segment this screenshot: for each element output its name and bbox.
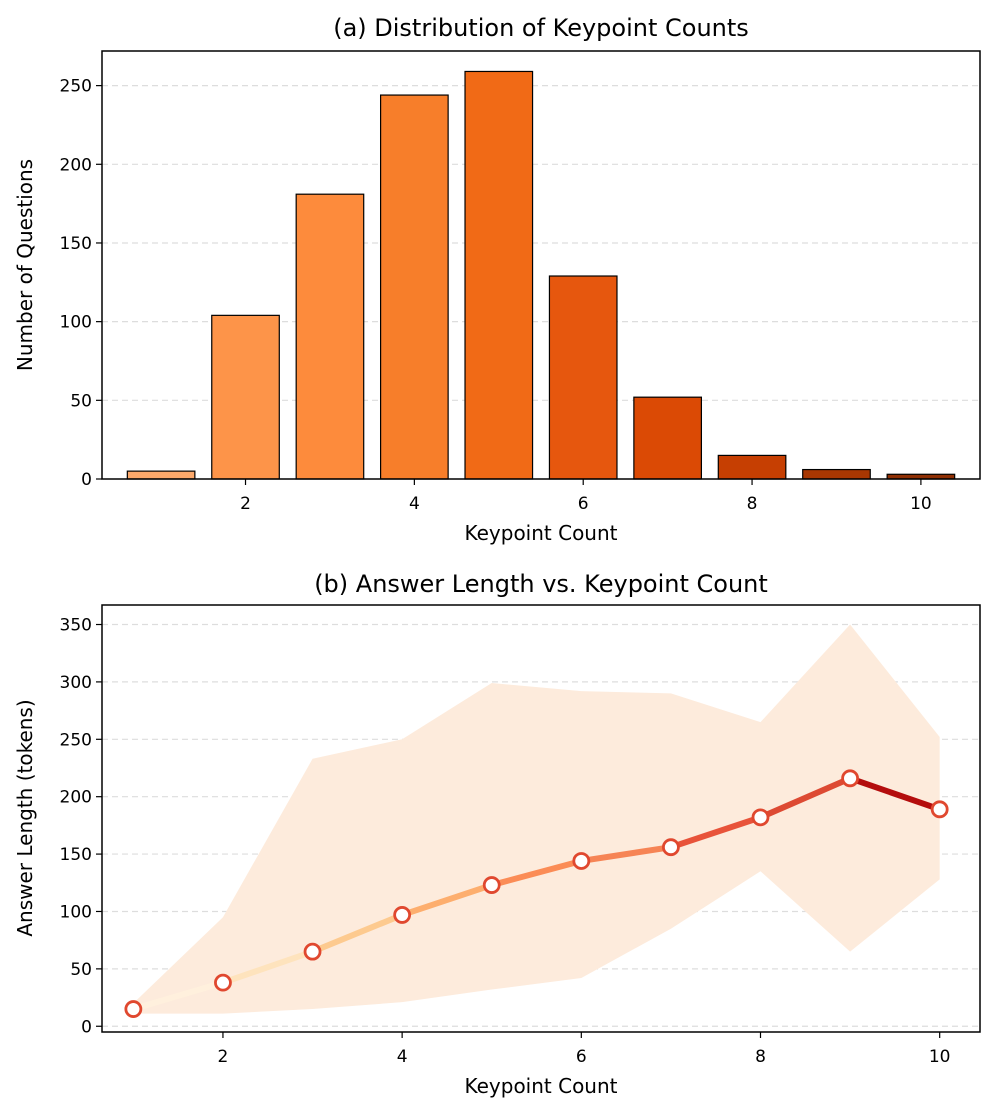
panel-b-frame	[101, 604, 981, 1033]
panel-b: (b) Answer Length vs. Keypoint Count 2 4 6…	[13, 570, 981, 1098]
line-segment	[847, 775, 943, 813]
x-tick-label: 6	[576, 1047, 587, 1067]
panel-a-y-ticks: 0 50 100 150 200 250	[60, 77, 102, 490]
x-tick-label: 6	[578, 494, 589, 514]
bar-1	[126, 470, 196, 480]
y-tick-label: 250	[60, 730, 92, 750]
line-segment	[399, 882, 495, 918]
y-tick-label: 100	[60, 313, 92, 333]
marker-5	[482, 876, 501, 894]
line-segment	[757, 775, 854, 821]
panel-a-gridlines	[102, 85, 980, 401]
panel-a-x-ticks: 2 4 6 8 10	[240, 479, 932, 514]
line-segment	[488, 857, 585, 889]
marker-2	[214, 973, 232, 992]
panel-a-title: (a) Distribution of Keypoint Counts	[333, 14, 749, 42]
y-tick-label: 0	[81, 470, 92, 490]
line-segment	[578, 844, 674, 864]
line-segment	[130, 979, 226, 1013]
panel-b-mean-line	[130, 775, 943, 1013]
bar-9	[802, 468, 871, 480]
line-segment	[219, 948, 316, 986]
bar-6	[548, 275, 618, 480]
panel-a: (a) Distribution of Keypoint Counts 2 4 6 8…	[13, 14, 981, 545]
y-tick-label: 200	[60, 155, 92, 175]
x-tick-label: 4	[409, 494, 420, 514]
panel-a-x-label: Keypoint Count	[464, 521, 617, 545]
y-tick-label: 150	[60, 845, 92, 865]
panel-b-y-ticks: 0 50 100 150 200 250 300 350	[60, 616, 102, 1037]
panel-b-x-label: Keypoint Count	[464, 1074, 617, 1098]
panel-b-range-band	[133, 624, 940, 1014]
bar-3	[295, 193, 365, 480]
x-tick-label: 8	[755, 1047, 766, 1067]
x-tick-label: 4	[397, 1047, 408, 1067]
marker-7	[662, 838, 680, 857]
y-tick-label: 50	[70, 960, 92, 980]
marker-9	[841, 769, 859, 788]
y-tick-label: 200	[60, 788, 92, 808]
marker-6	[572, 852, 591, 870]
bar-7	[633, 396, 703, 480]
x-tick-label: 10	[910, 494, 932, 514]
panel-a-y-label: Number of Questions	[13, 159, 37, 371]
x-tick-label: 2	[240, 494, 251, 514]
bar-4	[379, 94, 449, 480]
bar-8	[717, 454, 787, 480]
y-tick-label: 150	[60, 234, 92, 254]
panel-b-title: (b) Answer Length vs. Keypoint Count	[314, 570, 768, 598]
y-tick-label: 300	[60, 673, 92, 693]
x-tick-label: 10	[929, 1047, 951, 1067]
bar-2	[211, 314, 280, 480]
panel-a-bars	[126, 70, 956, 480]
x-tick-label: 8	[747, 494, 758, 514]
marker-10	[930, 800, 949, 819]
bar-5	[464, 70, 534, 480]
panel-b-y-label: Answer Length (tokens)	[13, 699, 37, 936]
y-tick-label: 50	[70, 391, 92, 411]
y-tick-label: 0	[81, 1017, 92, 1037]
y-tick-label: 250	[60, 77, 92, 97]
line-segment	[667, 814, 764, 851]
line-segment	[309, 911, 406, 955]
x-tick-label: 2	[218, 1047, 229, 1067]
y-tick-label: 350	[60, 616, 92, 636]
marker-8	[751, 808, 770, 827]
panel-b-markers	[124, 769, 949, 1018]
marker-4	[393, 906, 412, 924]
panel-b-x-ticks: 2 4 6 8 10	[218, 1032, 951, 1067]
panel-a-frame	[101, 50, 981, 480]
marker-3	[303, 942, 322, 961]
y-tick-label: 100	[60, 902, 92, 922]
marker-1	[124, 1000, 143, 1018]
